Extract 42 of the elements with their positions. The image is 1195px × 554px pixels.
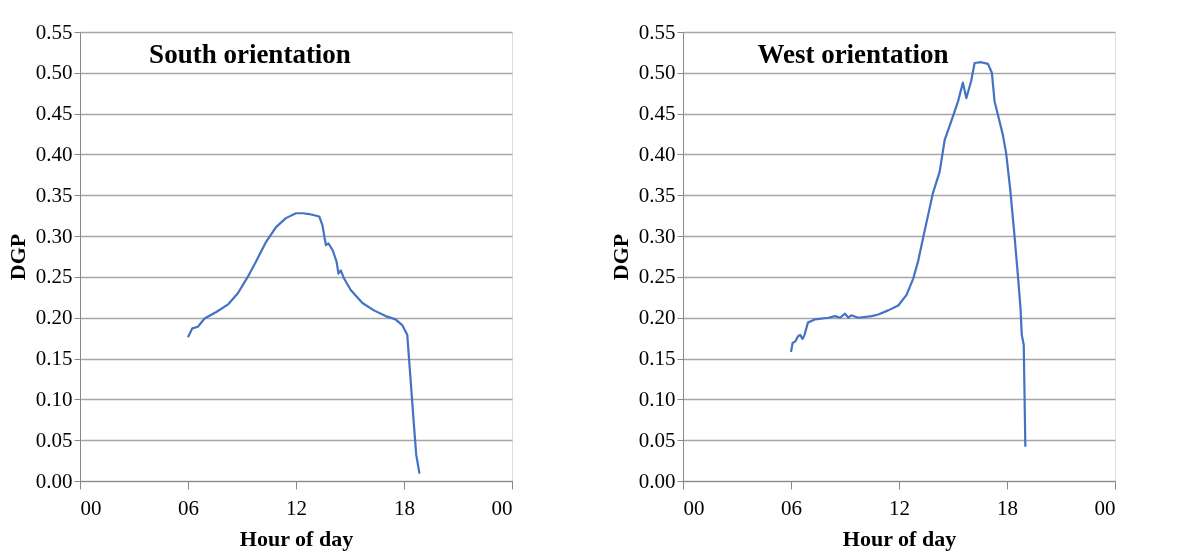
y-tick-label: 0.10 — [638, 386, 676, 411]
y-tick-label: 0.00 — [35, 468, 73, 493]
y-tick-label: 0.25 — [638, 264, 676, 289]
x-tick-label: 18 — [997, 495, 1018, 520]
y-tick-label: 0.55 — [35, 19, 73, 44]
x-tick-label: 00 — [80, 495, 102, 520]
x-tick-label: 12 — [286, 495, 307, 520]
x-tick-label: 00 — [683, 495, 705, 520]
line-series — [789, 61, 1027, 448]
y-tick-label: 0.15 — [638, 346, 676, 371]
y-tick-label: 0.50 — [638, 60, 676, 85]
y-tick-label: 0.20 — [638, 305, 676, 330]
y-tick-label: 0.35 — [35, 182, 73, 207]
x-tick-label: 00 — [1094, 495, 1116, 520]
chart-title: South orientation — [149, 39, 351, 69]
x-tick-label: 12 — [889, 495, 910, 520]
x-tick-label: 06 — [781, 495, 802, 520]
y-tick-label: 0.20 — [35, 305, 73, 330]
y-tick-label: 0.40 — [35, 141, 73, 166]
y-tick-label: 0.05 — [638, 427, 676, 452]
y-tick-label: 0.30 — [638, 223, 676, 248]
x-axis-title: Hour of day — [842, 525, 957, 551]
y-tick-label: 0.05 — [35, 427, 73, 452]
y-tick-label: 0.45 — [638, 101, 676, 126]
line-series — [186, 212, 421, 475]
y-axis-title: DGP — [607, 233, 633, 281]
y-tick-label: 0.35 — [638, 182, 676, 207]
y-tick-label: 0.15 — [35, 346, 73, 371]
y-tick-label: 0.50 — [35, 60, 73, 85]
y-tick-label: 0.55 — [638, 19, 676, 44]
y-tick-label: 0.40 — [638, 141, 676, 166]
x-tick-label: 18 — [394, 495, 415, 520]
x-axis-title: Hour of day — [239, 525, 354, 551]
y-tick-label: 0.10 — [35, 386, 73, 411]
y-axis-title: DGP — [4, 233, 30, 281]
y-tick-label: 0.00 — [638, 468, 676, 493]
y-tick-label: 0.45 — [35, 101, 73, 126]
chart-title: West orientation — [757, 39, 949, 69]
y-tick-label: 0.25 — [35, 264, 73, 289]
x-tick-label: 06 — [178, 495, 199, 520]
x-tick-label: 00 — [491, 495, 513, 520]
y-tick-label: 0.30 — [35, 223, 73, 248]
